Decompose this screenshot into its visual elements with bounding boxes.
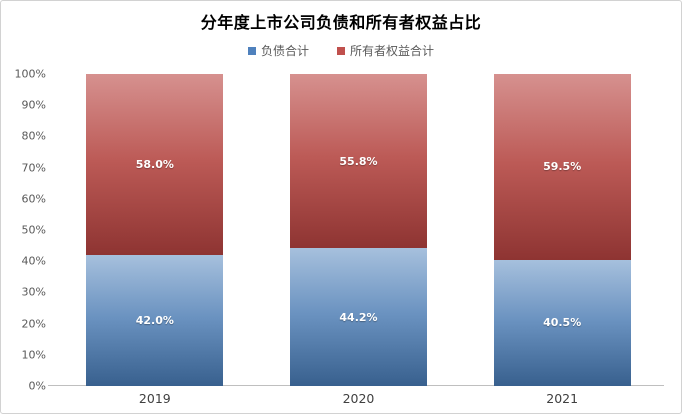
legend-item: 所有者权益合计: [337, 42, 434, 59]
y-axis-tick-label: 100%: [14, 67, 46, 81]
bar-segment: 58.0%: [86, 74, 224, 255]
bar-stack: 59.5% 40.5%: [493, 74, 631, 386]
x-axis-category-label: 2019: [138, 391, 171, 406]
data-label: 44.2%: [339, 310, 378, 324]
legend-item: 负债合计: [247, 42, 309, 59]
bar-segment: 44.2%: [290, 248, 427, 386]
legend-label: 所有者权益合计: [350, 44, 435, 58]
legend-swatch-icon: [337, 46, 345, 55]
legend-label: 负债合计: [260, 44, 309, 58]
y-axis-tick-label: 90%: [21, 98, 46, 112]
y-axis-tick-label: 50%: [21, 223, 46, 237]
chart-legend: 负债合计 所有者权益合计: [1, 42, 681, 59]
bar-segment: 55.8%: [290, 74, 427, 249]
y-axis-tick-label: 80%: [21, 129, 46, 143]
bar-segment: 42.0%: [86, 254, 224, 386]
x-axis-category-label: 2020: [342, 391, 375, 406]
y-axis-tick-label: 30%: [21, 285, 46, 299]
data-label: 58.0%: [135, 157, 174, 171]
data-label: 55.8%: [339, 154, 378, 168]
x-axis-category-label: 2021: [546, 391, 579, 406]
y-axis-tick-label: 10%: [21, 348, 46, 362]
data-label: 40.5%: [543, 316, 582, 330]
y-axis-tick-label: 40%: [21, 254, 46, 268]
data-label: 42.0%: [135, 313, 174, 327]
y-axis-tick-label: 0%: [28, 379, 46, 393]
chart-title: 分年度上市公司负债和所有者权益占比: [200, 15, 482, 32]
bar-segment: 59.5%: [493, 74, 631, 260]
plot-area: 0% 10% 20% 30% 40% 50% 60% 70% 80% 90% 100% 58.0% 42…: [15, 68, 664, 406]
y-axis-tick-label: 60%: [21, 192, 46, 206]
y-axis-tick-label: 70%: [21, 161, 46, 175]
data-label: 59.5%: [543, 160, 582, 174]
legend-swatch-icon: [247, 46, 256, 55]
bar-stack: 58.0% 42.0%: [86, 74, 224, 386]
bar-stack: 55.8% 44.2%: [290, 74, 427, 386]
y-axis-tick-label: 20%: [21, 317, 46, 331]
bar-segment: 40.5%: [493, 259, 631, 386]
